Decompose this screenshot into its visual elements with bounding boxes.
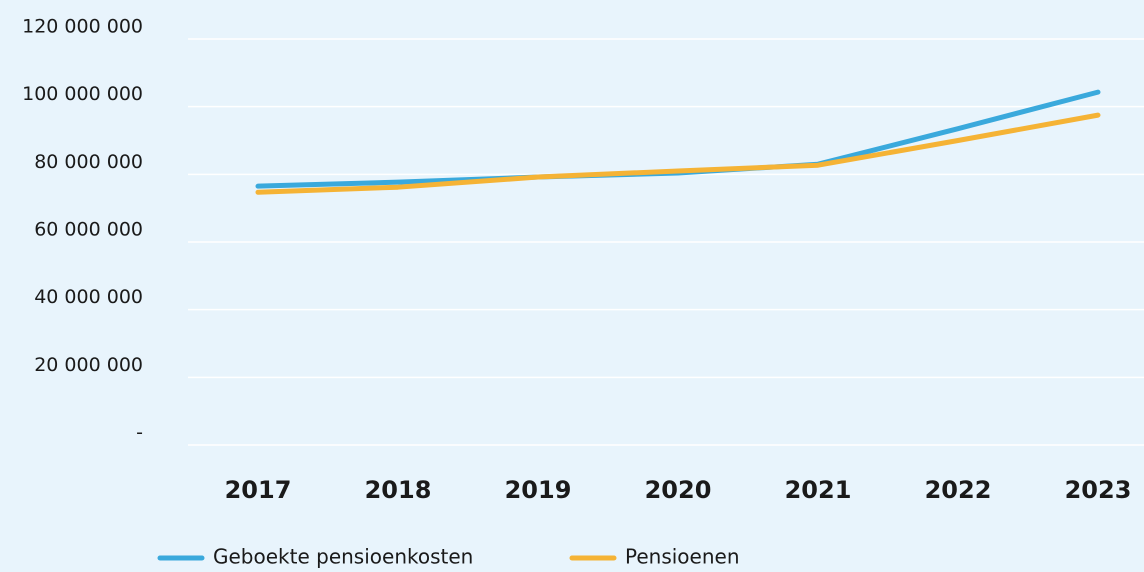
- x-tick-label: 2018: [365, 476, 432, 504]
- x-tick-label: 2022: [925, 476, 992, 504]
- x-tick-label: 2017: [225, 476, 292, 504]
- y-tick-label: 120 000 000: [22, 16, 143, 38]
- y-tick-label: 100 000 000: [22, 83, 143, 105]
- y-tick-label: 40 000 000: [34, 286, 143, 308]
- x-tick-label: 2021: [785, 476, 852, 504]
- y-tick-label: 80 000 000: [34, 151, 143, 173]
- y-tick-label: 20 000 000: [34, 354, 143, 376]
- y-tick-label: 60 000 000: [34, 219, 143, 241]
- x-tick-label: 2019: [505, 476, 572, 504]
- y-tick-label: -: [136, 422, 143, 444]
- x-tick-label: 2020: [645, 476, 712, 504]
- legend-label: Geboekte pensioenkosten: [213, 545, 473, 569]
- x-tick-label: 2023: [1065, 476, 1132, 504]
- data-line: [255, 112, 1101, 195]
- legend-label: Pensioenen: [625, 545, 740, 569]
